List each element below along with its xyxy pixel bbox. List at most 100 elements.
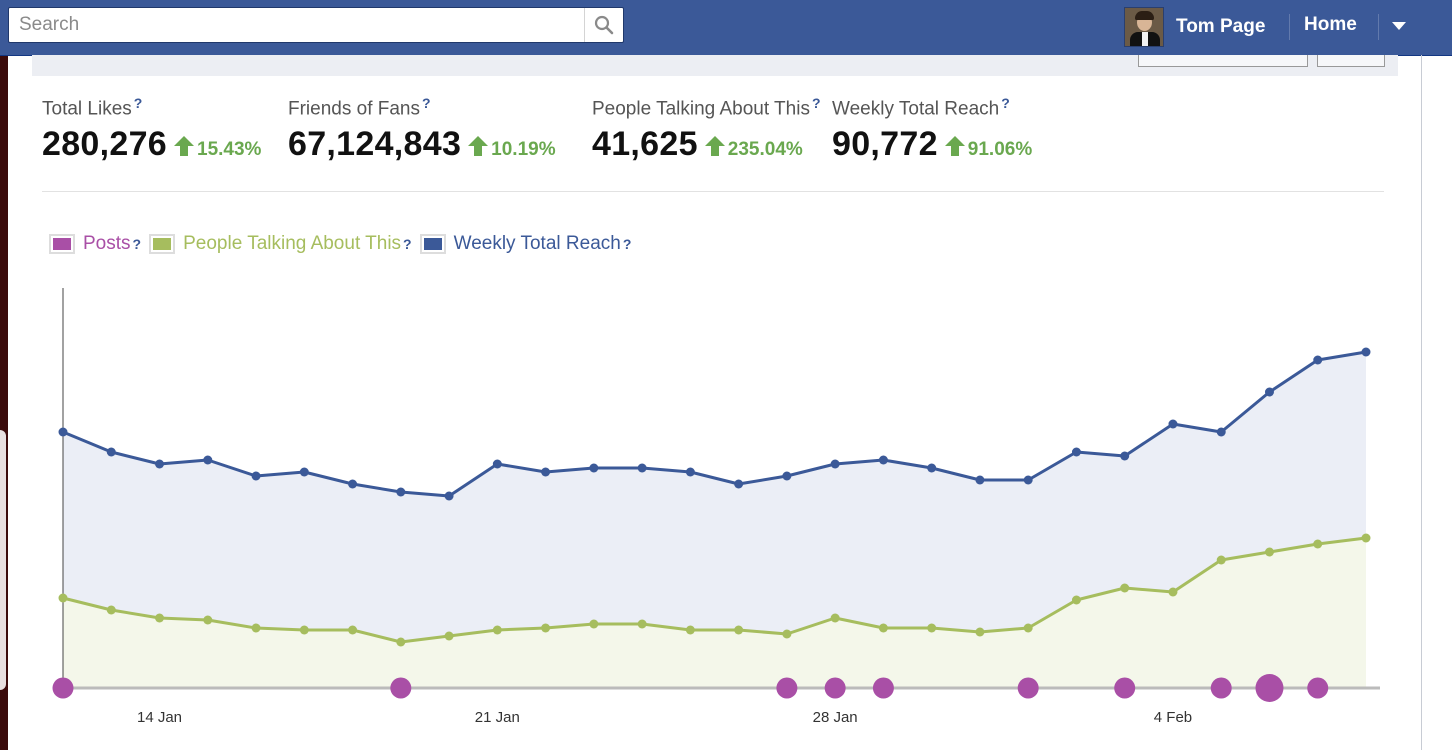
people-talking-point[interactable] xyxy=(782,629,792,639)
avatar xyxy=(1124,7,1164,47)
legend-swatch xyxy=(149,234,176,254)
weekly-reach-point[interactable] xyxy=(734,479,744,489)
people-talking-point[interactable] xyxy=(396,637,406,647)
weekly-reach-point[interactable] xyxy=(685,467,695,477)
weekly-reach-point[interactable] xyxy=(927,463,937,473)
people-talking-point[interactable] xyxy=(1120,583,1130,593)
help-icon[interactable]: ? xyxy=(811,95,821,111)
search-input[interactable] xyxy=(9,8,603,42)
weekly-reach-point[interactable] xyxy=(1216,427,1226,437)
people-talking-point[interactable] xyxy=(878,623,888,633)
weekly-reach-point[interactable] xyxy=(589,463,599,473)
post-marker[interactable] xyxy=(1210,677,1232,699)
help-icon[interactable]: ? xyxy=(422,95,431,111)
weekly-reach-point[interactable] xyxy=(1361,347,1371,357)
weekly-reach-point[interactable] xyxy=(1313,355,1323,365)
people-talking-point[interactable] xyxy=(589,619,599,629)
weekly-reach-point[interactable] xyxy=(58,427,68,437)
post-marker[interactable] xyxy=(1114,677,1136,699)
help-icon[interactable]: ? xyxy=(622,236,632,252)
post-marker[interactable] xyxy=(1017,677,1039,699)
legend-item-weekly-reach[interactable]: Weekly Total Reach? xyxy=(419,233,632,255)
legend-swatch xyxy=(419,234,446,254)
weekly-reach-point[interactable] xyxy=(203,455,213,465)
weekly-reach-point[interactable] xyxy=(878,455,888,465)
profile-link[interactable]: Tom Page xyxy=(1124,6,1265,48)
toolbar-button-partial[interactable] xyxy=(1317,55,1385,67)
people-talking-point[interactable] xyxy=(734,625,744,635)
section-divider xyxy=(42,191,1384,192)
weekly-reach-point[interactable] xyxy=(782,471,792,481)
people-talking-point[interactable] xyxy=(1168,587,1178,597)
weekly-reach-point[interactable] xyxy=(1264,387,1274,397)
search-box xyxy=(8,7,624,43)
stat-change: 10.19% xyxy=(491,139,556,160)
people-talking-point[interactable] xyxy=(637,619,647,629)
people-talking-point[interactable] xyxy=(1071,595,1081,605)
post-marker[interactable] xyxy=(52,677,74,699)
arrow-up-icon xyxy=(468,136,489,156)
weekly-reach-point[interactable] xyxy=(975,475,985,485)
people-talking-point[interactable] xyxy=(830,613,840,623)
weekly-reach-point[interactable] xyxy=(1023,475,1033,485)
people-talking-point[interactable] xyxy=(203,615,213,625)
people-talking-point[interactable] xyxy=(685,625,695,635)
weekly-reach-point[interactable] xyxy=(492,459,502,469)
people-talking-point[interactable] xyxy=(1361,533,1371,543)
post-marker[interactable] xyxy=(1255,674,1284,702)
weekly-reach-point[interactable] xyxy=(299,467,309,477)
weekly-reach-point[interactable] xyxy=(1071,447,1081,457)
weekly-reach-point[interactable] xyxy=(830,459,840,469)
stat-label: Friends of Fans xyxy=(288,98,420,120)
help-icon[interactable]: ? xyxy=(132,236,142,252)
post-marker[interactable] xyxy=(390,677,412,699)
people-talking-point[interactable] xyxy=(975,627,985,637)
people-talking-point[interactable] xyxy=(299,625,309,635)
people-talking-point[interactable] xyxy=(541,623,551,633)
people-talking-point[interactable] xyxy=(348,625,358,635)
legend-item-posts[interactable]: Posts? xyxy=(49,233,141,255)
legend-label: Posts xyxy=(83,233,131,254)
stat-value: 280,276 xyxy=(42,125,168,163)
people-talking-point[interactable] xyxy=(1313,539,1323,549)
help-icon[interactable]: ? xyxy=(1001,95,1010,111)
weekly-reach-point[interactable] xyxy=(444,491,454,501)
legend-label: People Talking About This xyxy=(183,233,402,254)
people-talking-point[interactable] xyxy=(58,593,68,603)
post-marker[interactable] xyxy=(1307,677,1329,699)
weekly-reach-point[interactable] xyxy=(1120,451,1130,461)
people-talking-area xyxy=(63,538,1366,688)
weekly-reach-point[interactable] xyxy=(106,447,116,457)
people-talking-point[interactable] xyxy=(492,625,502,635)
search-button[interactable] xyxy=(584,8,623,42)
stat-weekly-total-reach: Weekly Total Reach? 90,772 91.06% xyxy=(832,95,1032,163)
weekly-reach-point[interactable] xyxy=(1168,419,1178,429)
help-icon[interactable]: ? xyxy=(133,95,143,111)
post-marker[interactable] xyxy=(776,677,798,699)
people-talking-point[interactable] xyxy=(155,613,165,623)
weekly-reach-point[interactable] xyxy=(396,487,406,497)
weekly-reach-point[interactable] xyxy=(251,471,261,481)
x-tick-label: 14 Jan xyxy=(137,709,182,726)
stat-friends-of-fans: Friends of Fans? 67,124,843 10.19% xyxy=(288,95,556,163)
weekly-reach-point[interactable] xyxy=(155,459,165,469)
people-talking-point[interactable] xyxy=(927,623,937,633)
people-talking-point[interactable] xyxy=(106,605,116,615)
people-talking-point[interactable] xyxy=(1216,555,1226,565)
post-marker[interactable] xyxy=(824,677,846,699)
account-menu-chevron-down-icon[interactable] xyxy=(1392,22,1406,30)
people-talking-point[interactable] xyxy=(1023,623,1033,633)
toolbar-strip xyxy=(32,55,1398,76)
help-icon[interactable]: ? xyxy=(403,236,412,252)
toolbar-button-partial[interactable] xyxy=(1138,55,1308,67)
weekly-reach-point[interactable] xyxy=(348,479,358,489)
post-marker[interactable] xyxy=(872,677,894,699)
weekly-reach-point[interactable] xyxy=(541,467,551,477)
weekly-reach-point[interactable] xyxy=(637,463,647,473)
people-talking-point[interactable] xyxy=(1264,547,1274,557)
legend-item-people-talking[interactable]: People Talking About This? xyxy=(149,233,412,255)
people-talking-point[interactable] xyxy=(444,631,454,641)
home-link[interactable]: Home xyxy=(1304,14,1357,35)
people-talking-point[interactable] xyxy=(251,623,261,633)
background-window-edge xyxy=(0,55,8,750)
